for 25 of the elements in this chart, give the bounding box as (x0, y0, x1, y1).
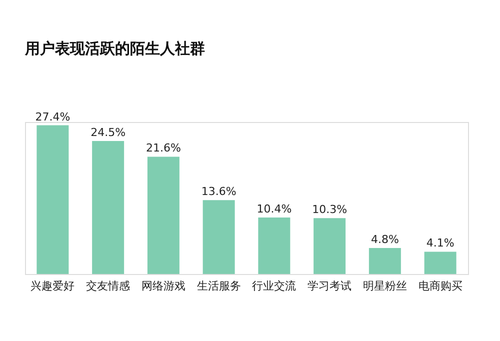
data-label: 4.8% (370, 232, 399, 246)
bar (258, 218, 290, 274)
x-tick-label: 网络游戏 (141, 280, 186, 292)
x-tick-label: 生活服务 (196, 280, 241, 292)
x-tick-label: 行业交流 (252, 280, 296, 292)
data-label: 13.6% (201, 185, 236, 198)
bar (314, 218, 346, 274)
data-label: 10.3% (312, 203, 348, 216)
data-label: 10.4% (256, 202, 292, 216)
data-label: 24.5% (90, 126, 126, 139)
bar (92, 141, 124, 274)
bar (424, 252, 456, 274)
x-tick-label: 电商购买 (418, 280, 462, 292)
bar (202, 200, 235, 274)
bar (368, 248, 401, 274)
chart-title: 用户表现活跃的陌生人社群 (24, 39, 205, 58)
data-label: 27.4% (35, 110, 70, 124)
bar (36, 125, 69, 274)
x-tick-label: 兴趣爱好 (30, 280, 75, 292)
data-label: 4.1% (426, 236, 454, 250)
x-tick-label: 学习考试 (308, 280, 352, 292)
bar (147, 156, 180, 274)
x-tick-label: 明星粉丝 (362, 280, 407, 292)
x-tick-label: 交友情感 (86, 280, 130, 292)
data-label: 21.6% (146, 142, 181, 155)
